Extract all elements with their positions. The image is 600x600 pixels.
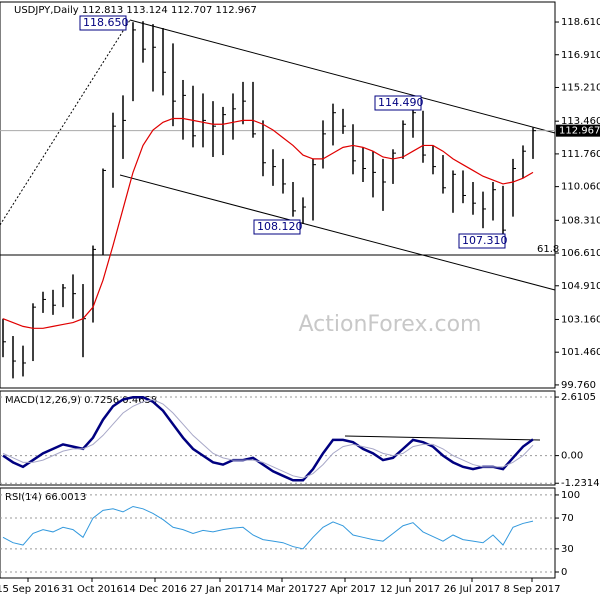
channel-upper (129, 19, 556, 134)
annotation: 114.490 (378, 96, 424, 109)
annotation-box (253, 219, 301, 235)
y-tick-label: 118.610 (561, 17, 600, 28)
x-tick-label: 26 Jul 2017 (444, 584, 501, 595)
indicator-line (2, 396, 534, 482)
price-title: USDJPY,Daily 112.813 113.124 112.707 112… (14, 5, 257, 16)
annotation: 108.120 (257, 220, 303, 233)
y-tick-label: 111.760 (561, 149, 600, 160)
y-tick-label: 113.460 (561, 116, 600, 127)
y-tick-label: 115.210 (561, 82, 600, 93)
y-tick-label: 2.6105 (561, 392, 596, 403)
x-tick-label: 27 Apr 2017 (314, 584, 376, 595)
rsi-panel (0, 487, 556, 579)
y-tick-label: 103.160 (561, 314, 600, 325)
annotation-box (374, 95, 422, 111)
macd-title: MACD(12,26,9) 0.7256 0.4658 (5, 395, 157, 406)
last-price-box (556, 124, 600, 137)
x-tick-label: 31 Oct 2016 (61, 584, 123, 595)
last-price-label: 112.967 (559, 126, 600, 137)
macd-trend-line (344, 435, 541, 441)
indicator-line (2, 399, 534, 479)
indicator-line (2, 505, 534, 550)
y-tick-label: 99.760 (561, 380, 596, 391)
y-tick-label: -1.2314 (561, 478, 600, 489)
price-panel (0, 1, 556, 389)
watermark: ActionForex.com (299, 312, 482, 337)
x-tick-label: 27 Jan 2017 (190, 584, 250, 595)
y-tick-label: 110.060 (561, 182, 600, 193)
annotation-box (458, 233, 506, 249)
annotation: 107.310 (462, 234, 508, 247)
y-tick-label: 106.610 (561, 248, 600, 259)
fib-label: 61.8 (537, 244, 559, 255)
x-tick-label: 14 Dec 2016 (123, 584, 187, 595)
y-tick-label: 101.460 (561, 347, 600, 358)
y-tick-label: 0 (561, 567, 567, 578)
macd-panel (0, 390, 556, 486)
y-tick-label: 100 (561, 490, 580, 501)
y-tick-label: 108.310 (561, 215, 600, 226)
y-tick-label: 104.910 (561, 281, 600, 292)
annotation-box (79, 15, 127, 31)
x-tick-label: 8 Sep 2017 (503, 584, 560, 595)
annotation: 118.650 (83, 16, 129, 29)
y-tick-label: 0.00 (561, 451, 583, 462)
x-tick-label: 12 Jun 2017 (380, 584, 440, 595)
rsi-title: RSI(14) 66.0013 (5, 492, 86, 503)
channel-lower (119, 174, 556, 291)
moving-average (2, 117, 534, 329)
y-tick-label: 30 (561, 544, 574, 555)
x-tick-label: 14 Mar 2017 (250, 584, 313, 595)
y-tick-label: 116.910 (561, 50, 600, 61)
y-tick-label: 70 (561, 513, 574, 524)
x-tick-label: 15 Sep 2016 (0, 584, 60, 595)
trend-line (0, 19, 131, 226)
